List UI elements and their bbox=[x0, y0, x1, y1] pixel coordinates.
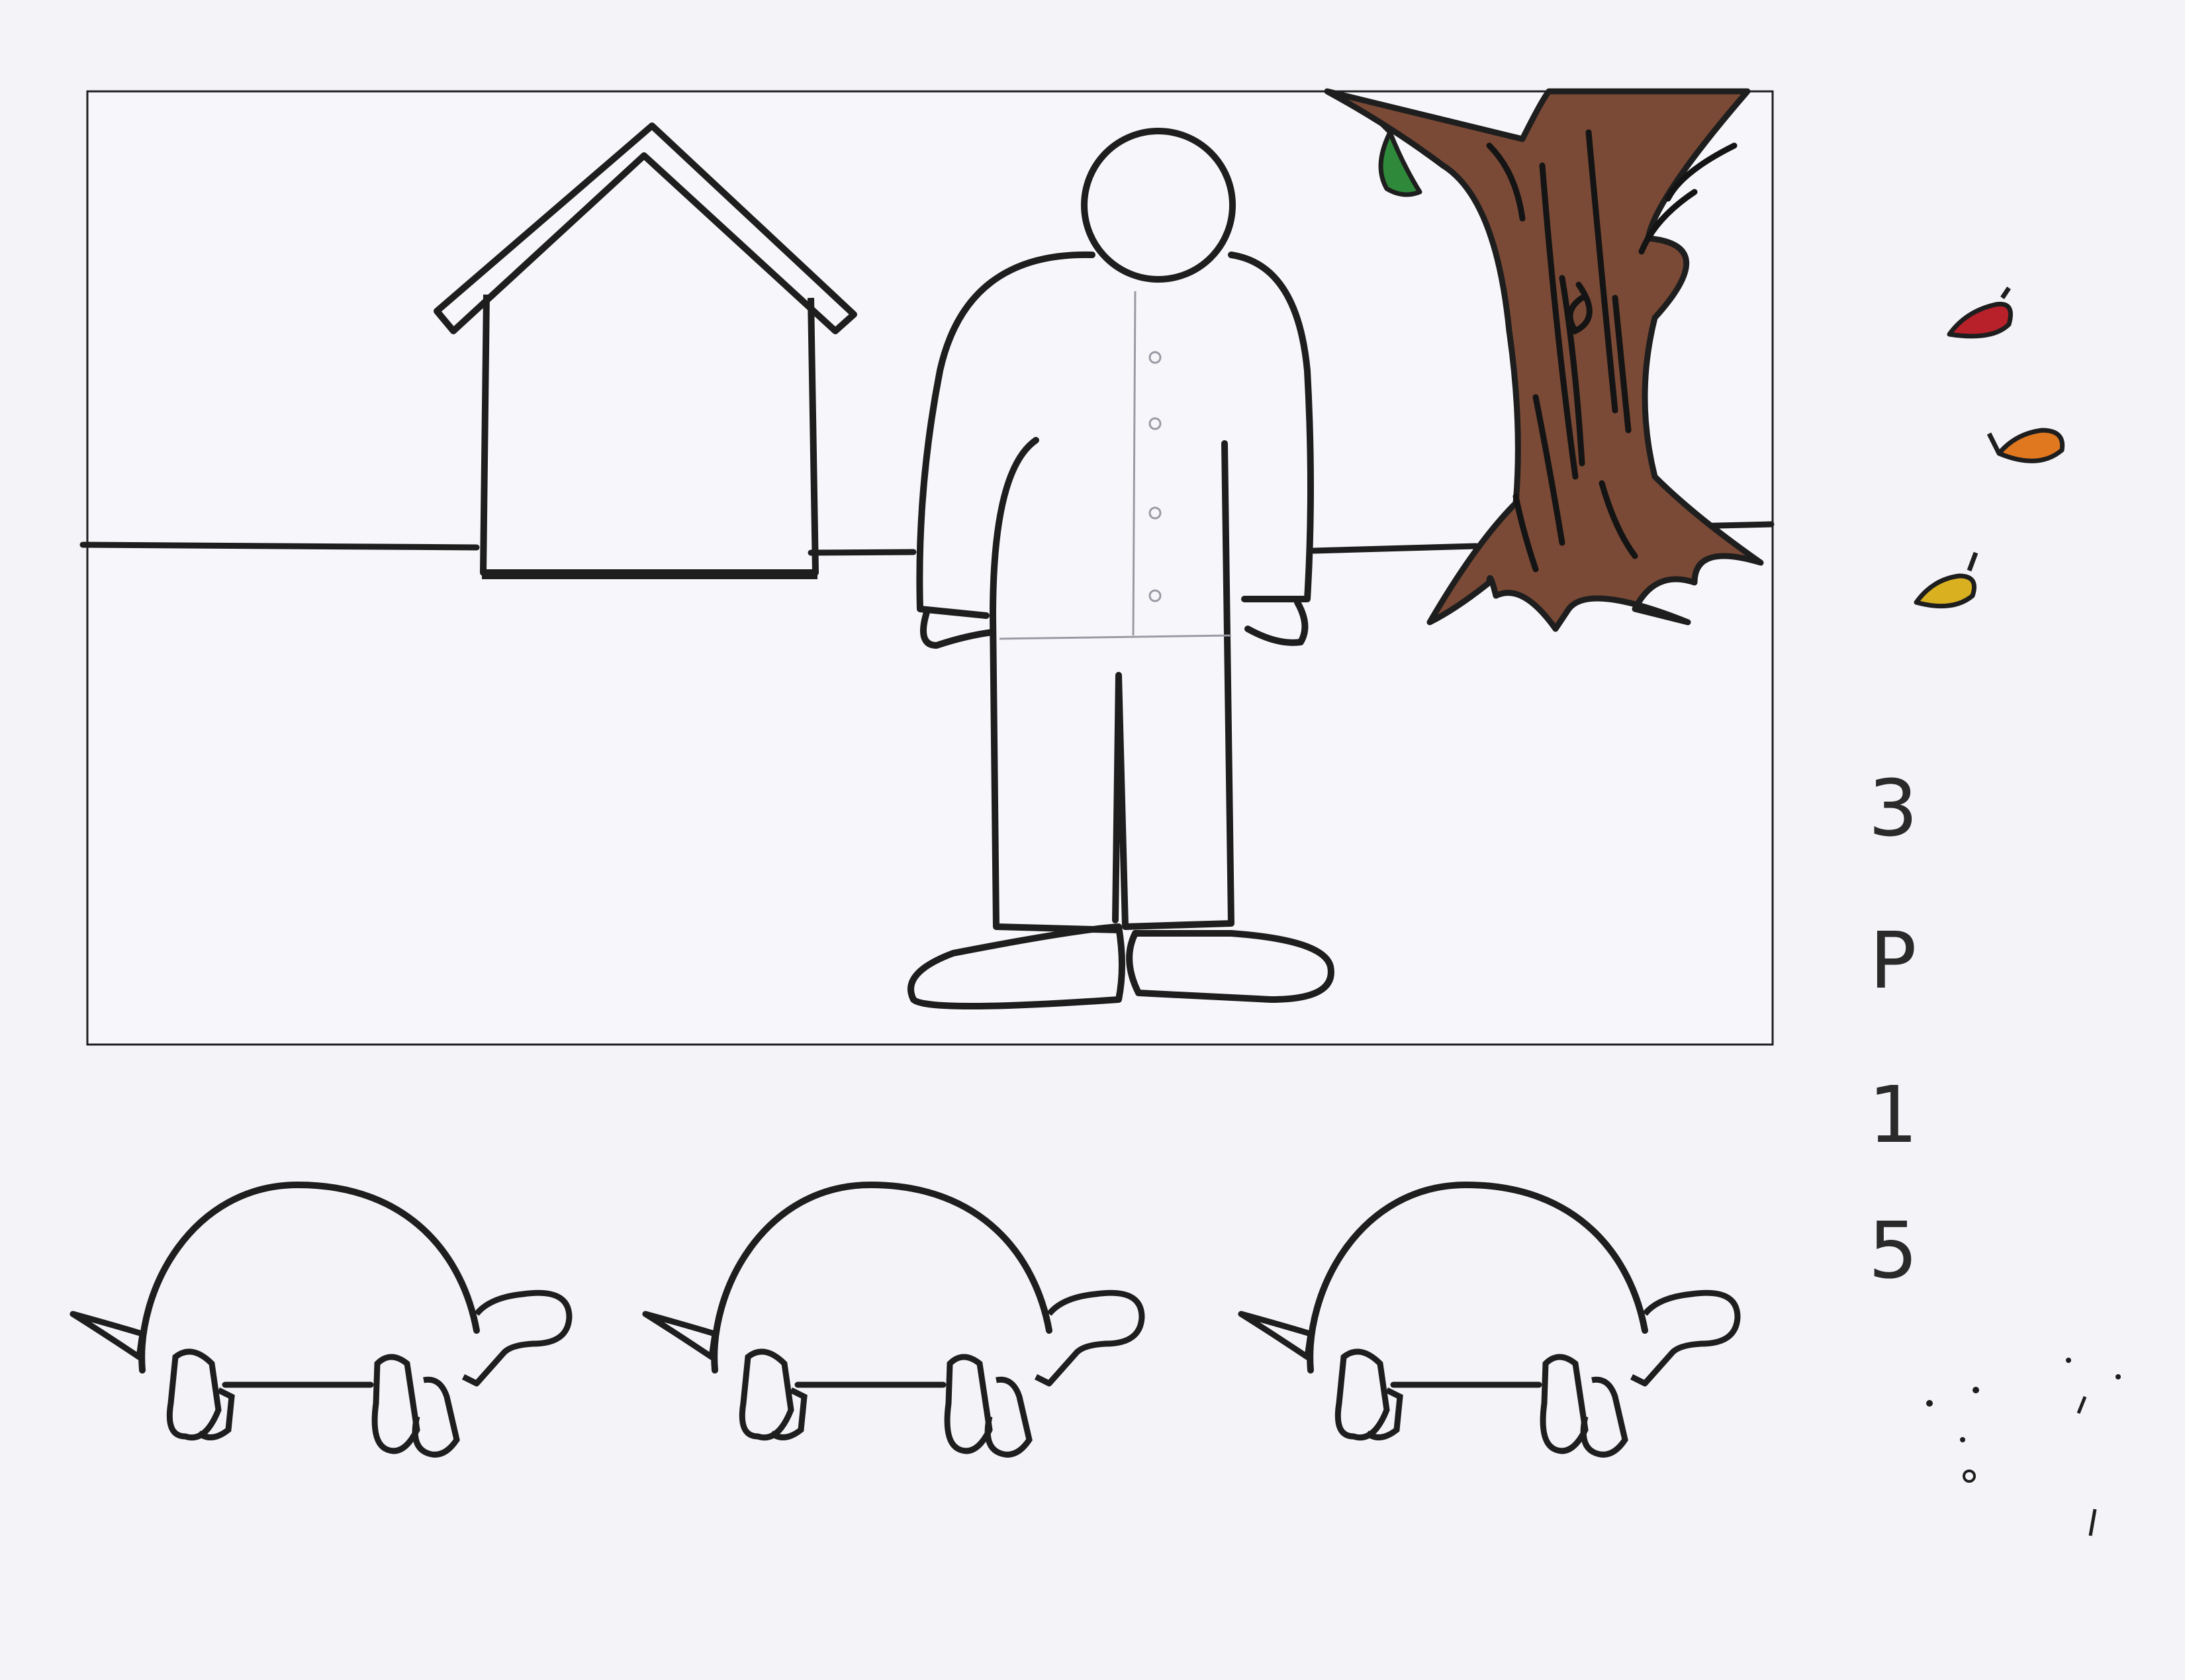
tortoise-icon bbox=[645, 1185, 1142, 1455]
paper-specks bbox=[1926, 1358, 2121, 1536]
leaf-icon bbox=[1378, 120, 2065, 609]
house-icon bbox=[434, 122, 857, 579]
code-character: 1 bbox=[1868, 1069, 1918, 1160]
person-faint-details bbox=[999, 291, 1232, 640]
code-character: 3 bbox=[1868, 763, 1918, 854]
tree-icon bbox=[1324, 88, 1764, 632]
person-icon bbox=[907, 128, 1334, 1009]
code-character: 5 bbox=[1868, 1205, 1918, 1296]
tortoise-icon bbox=[73, 1185, 569, 1455]
code-character: P bbox=[1869, 915, 1917, 1006]
horizon-line bbox=[79, 521, 1775, 556]
tortoise-icon bbox=[1241, 1185, 1738, 1455]
